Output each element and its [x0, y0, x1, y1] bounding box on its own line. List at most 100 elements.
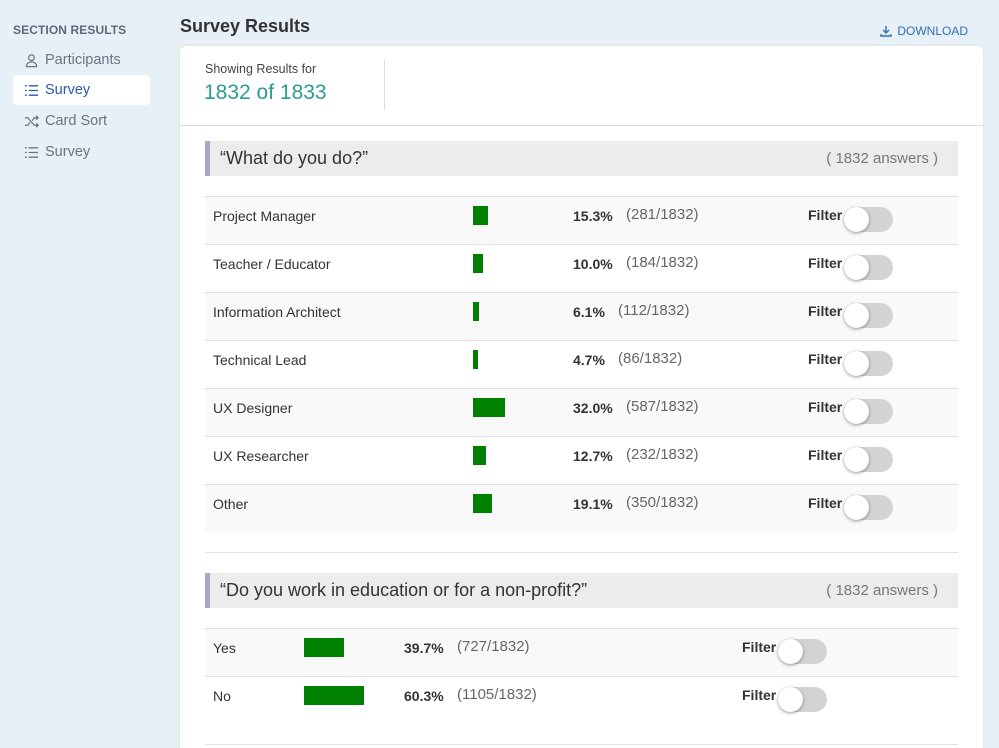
toggle-knob [778, 639, 803, 664]
answer-fraction: (587/1832) [626, 398, 699, 415]
toggle-knob [844, 303, 869, 328]
answer-label: Yes [213, 640, 236, 656]
answer-count: ( 1832 answers ) [826, 150, 938, 167]
sidebar-heading: SECTION RESULTS [13, 23, 127, 37]
answer-fraction: (727/1832) [457, 638, 530, 655]
answer-fraction: (1105/1832) [457, 686, 537, 703]
filter-label: Filter [808, 207, 843, 223]
filter-toggle[interactable] [844, 207, 893, 232]
answer-percent: 10.0% [573, 256, 613, 272]
sidebar-item-label: Survey [45, 144, 91, 160]
toggle-knob [844, 255, 869, 280]
page-title: Survey Results [180, 16, 311, 36]
question-title: “What do you do?” [220, 148, 369, 168]
toggle-knob [844, 351, 869, 376]
answer-percent: 19.1% [573, 496, 613, 512]
answer-fraction: (232/1832) [626, 446, 699, 463]
answer-label: Teacher / Educator [213, 256, 331, 272]
answer-row: UX Researcher 12.7% (232/1832) Filter [205, 436, 958, 484]
sidebar-item-label: Participants [45, 52, 121, 68]
list-icon [23, 144, 39, 160]
filter-toggle[interactable] [844, 351, 893, 376]
filter-label: Filter [742, 639, 777, 655]
list-icon [23, 82, 39, 98]
answer-fraction: (281/1832) [626, 206, 699, 223]
filter-toggle[interactable] [844, 447, 893, 472]
answer-percent: 15.3% [573, 208, 613, 224]
shuffle-icon [23, 113, 39, 129]
filter-label: Filter [808, 303, 843, 319]
answer-percent: 6.1% [573, 304, 605, 320]
divider [384, 60, 385, 110]
percentage-bar [473, 350, 478, 369]
percentage-bar [304, 686, 364, 705]
showing-results-label: Showing Results for [205, 62, 317, 76]
answer-count: ( 1832 answers ) [826, 582, 938, 599]
answer-fraction: (86/1832) [618, 350, 683, 367]
answer-percent: 60.3% [404, 688, 444, 704]
answer-fraction: (112/1832) [618, 302, 690, 319]
percentage-bar [473, 254, 483, 273]
divider [205, 744, 958, 745]
filter-label: Filter [742, 687, 777, 703]
user-icon [23, 52, 39, 68]
answer-row: Technical Lead 4.7% (86/1832) Filter [205, 340, 958, 388]
answer-row: No 60.3% (1105/1832) Filter [205, 676, 958, 724]
percentage-bar [473, 494, 492, 513]
answer-row: UX Designer 32.0% (587/1832) Filter [205, 388, 958, 436]
sidebar-item-survey[interactable]: Survey [13, 75, 150, 105]
answer-fraction: (184/1832) [626, 254, 699, 271]
toggle-knob [844, 495, 869, 520]
answer-label: Other [213, 496, 249, 512]
answer-label: Project Manager [213, 208, 316, 224]
answer-row: Information Architect 6.1% (112/1832) Filte… [205, 292, 958, 340]
percentage-bar [473, 206, 488, 225]
sidebar-item-label: Card Sort [45, 113, 108, 129]
filter-label: Filter [808, 447, 843, 463]
sidebar-item-survey-2[interactable]: Survey [13, 137, 150, 167]
filter-label: Filter [808, 255, 843, 271]
divider [205, 552, 958, 553]
filter-label: Filter [808, 495, 843, 511]
answer-label: Information Architect [213, 304, 341, 320]
toggle-knob [778, 687, 803, 712]
answer-label: UX Researcher [213, 448, 309, 464]
toggle-knob [844, 399, 869, 424]
answer-label: UX Designer [213, 400, 293, 416]
percentage-bar [304, 638, 344, 657]
download-button[interactable]: DOWNLOAD [880, 24, 968, 38]
filter-toggle[interactable] [778, 639, 827, 664]
answer-percent: 12.7% [573, 448, 613, 464]
download-icon [880, 25, 893, 37]
answer-row: Teacher / Educator 10.0% (184/1832) Filter [205, 244, 958, 292]
sidebar-item-label: Survey [45, 82, 91, 98]
percentage-bar [473, 398, 505, 417]
filter-label: Filter [808, 399, 843, 415]
filter-toggle[interactable] [844, 255, 893, 280]
percentage-bar [473, 302, 479, 321]
download-label: DOWNLOAD [897, 24, 968, 38]
question-title: “Do you work in education or for a non-p… [220, 580, 588, 600]
sidebar-item-participants[interactable]: Participants [13, 45, 150, 75]
results-count: 1832 of 1833 [204, 81, 327, 104]
answer-row: Other 19.1% (350/1832) Filter [205, 484, 958, 532]
answer-label: No [213, 688, 231, 704]
divider [180, 125, 983, 126]
toggle-knob [844, 207, 869, 232]
filter-toggle[interactable] [844, 303, 893, 328]
answer-percent: 4.7% [573, 352, 605, 368]
percentage-bar [473, 446, 486, 465]
results-card: Showing Results for 1832 of 1833 “What d… [180, 46, 983, 748]
filter-toggle[interactable] [844, 495, 893, 520]
toggle-knob [844, 447, 869, 472]
sidebar-item-card-sort[interactable]: Card Sort [13, 106, 150, 136]
answer-row: Yes 39.7% (727/1832) Filter [205, 628, 958, 676]
filter-label: Filter [808, 351, 843, 367]
answer-percent: 39.7% [404, 640, 444, 656]
answer-label: Technical Lead [213, 352, 307, 368]
answer-row: Project Manager 15.3% (281/1832) Filter [205, 196, 958, 244]
answer-percent: 32.0% [573, 400, 613, 416]
filter-toggle[interactable] [778, 687, 827, 712]
sidebar: SECTION RESULTS Participants Survey Card… [0, 0, 162, 748]
filter-toggle[interactable] [844, 399, 893, 424]
